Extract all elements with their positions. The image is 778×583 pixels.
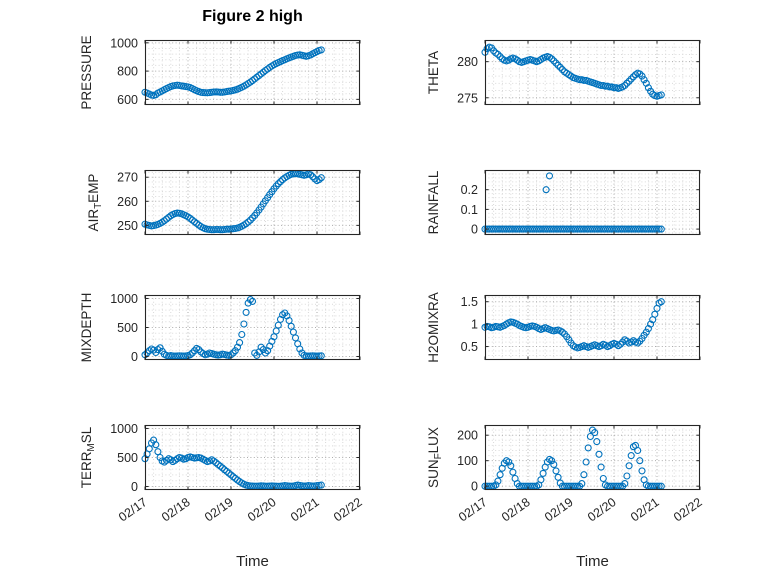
terr-msl-ylabel: TERRMSL — [79, 426, 97, 488]
mixdepth-plot: 0 500 1000 MIXDEPTH — [79, 292, 361, 364]
pressure-plot: 600 800 1000 PRESSURE — [79, 35, 361, 110]
theta-plot: 275 280 THETA — [426, 39, 701, 105]
rainfall-ylabel: RAINFALL — [426, 170, 441, 234]
svg-text:02/20: 02/20 — [585, 495, 619, 524]
svg-text:1.5: 1.5 — [461, 295, 478, 309]
svg-text:02/18: 02/18 — [499, 495, 533, 524]
scatter-points — [141, 170, 325, 234]
svg-text:02/19: 02/19 — [202, 495, 236, 524]
svg-text:600: 600 — [117, 93, 138, 107]
svg-text:1000: 1000 — [110, 292, 138, 306]
theta-ylabel: THETA — [426, 51, 441, 94]
svg-text:275: 275 — [457, 91, 478, 105]
svg-text:270: 270 — [117, 171, 138, 185]
svg-text:100: 100 — [457, 454, 478, 468]
scatter-points — [481, 426, 665, 490]
svg-text:0: 0 — [131, 480, 138, 494]
h2omixra-ylabel: H2OMIXRA — [426, 292, 441, 363]
rainfall-plot: 0 0.1 0.2 RAINFALL — [426, 169, 701, 237]
figure-title: Figure 2 high — [202, 8, 303, 25]
svg-text:800: 800 — [117, 65, 138, 79]
svg-text:02/19: 02/19 — [542, 495, 576, 524]
chart-rainfall: 0 0.1 0.2 RAINFALL — [426, 169, 701, 237]
pressure-ylabel: PRESSURE — [79, 35, 94, 109]
svg-text:250: 250 — [117, 219, 138, 233]
svg-text:02/22: 02/22 — [331, 495, 365, 524]
sun-flux-ylabel: SUNFLUX — [426, 427, 444, 488]
air-temp-ylabel: AIRTEMP — [86, 174, 104, 232]
chart-h2omixra: 0.5 1 1.5 H2OMIXRA — [426, 292, 701, 363]
svg-text:02/21: 02/21 — [288, 495, 322, 524]
svg-text:500: 500 — [117, 321, 138, 335]
svg-text:02/17: 02/17 — [456, 495, 490, 524]
chart-theta: 275 280 THETA — [426, 39, 701, 105]
svg-text:280: 280 — [457, 55, 478, 69]
sun-flux-plot: 0 100 200 SUNFLUX 02/17 02/18 02/19 02/20 02/21 0… — [426, 424, 705, 524]
scatter-points — [481, 298, 665, 352]
chart-pressure: 600 800 1000 PRESSURE — [79, 35, 361, 110]
svg-text:0.5: 0.5 — [461, 340, 478, 354]
svg-text:02/22: 02/22 — [671, 495, 705, 524]
h2omixra-plot: 0.5 1 1.5 H2OMIXRA — [426, 292, 701, 363]
scatter-points — [141, 296, 325, 360]
svg-text:0: 0 — [471, 480, 478, 494]
svg-text:0.1: 0.1 — [461, 203, 478, 217]
svg-text:0.2: 0.2 — [461, 183, 478, 197]
chart-air-temp: 250 260 270 AIRTEMP — [86, 169, 361, 236]
xlabel-time-right: Time — [576, 553, 609, 570]
scatter-points — [141, 46, 325, 99]
svg-text:02/18: 02/18 — [159, 495, 193, 524]
chart-sun-flux: 0 100 200 SUNFLUX 02/17 02/18 02/19 02/20 02/21 0… — [426, 424, 705, 524]
svg-text:02/20: 02/20 — [245, 495, 279, 524]
xlabel-time-left: Time — [236, 553, 269, 570]
svg-text:0: 0 — [471, 223, 478, 237]
chart-mixdepth: 0 500 1000 MIXDEPTH — [79, 292, 361, 364]
svg-text:200: 200 — [457, 429, 478, 443]
svg-text:0: 0 — [131, 350, 138, 364]
chart-terr-msl: 0 500 1000 TERRMSL 02/17 02/18 02/19 02/20 02/21… — [79, 422, 365, 524]
svg-text:1: 1 — [471, 318, 478, 332]
scatter-points — [481, 43, 665, 100]
svg-text:260: 260 — [117, 195, 138, 209]
svg-text:1000: 1000 — [110, 422, 138, 436]
mixdepth-ylabel: MIXDEPTH — [79, 293, 94, 363]
svg-text:1000: 1000 — [110, 36, 138, 50]
svg-text:02/17: 02/17 — [116, 495, 150, 524]
svg-text:500: 500 — [117, 451, 138, 465]
air-temp-plot: 250 260 270 AIRTEMP — [86, 169, 361, 236]
terr-msl-plot: 0 500 1000 TERRMSL 02/17 02/18 02/19 02/20 02/21… — [79, 422, 365, 524]
svg-text:02/21: 02/21 — [628, 495, 662, 524]
